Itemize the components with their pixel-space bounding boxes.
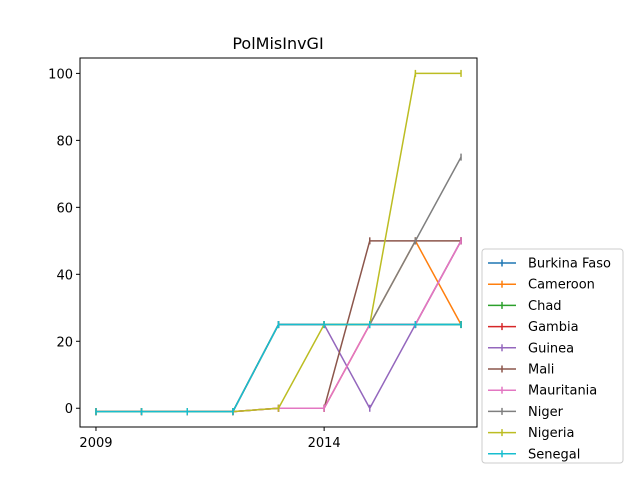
series-line — [95, 323, 462, 413]
x-tick-label: 2014 — [308, 436, 341, 451]
chart-title: PolMisInvGI — [232, 34, 323, 53]
series-line — [95, 156, 462, 413]
legend-label: Cameroon — [528, 278, 595, 293]
axes-layer: 0 20 40 60 80 100 2009 2014 — [48, 67, 341, 451]
series-burkina-faso — [95, 321, 462, 416]
legend-label: Chad — [528, 299, 562, 314]
y-tick-label: 40 — [56, 268, 73, 283]
legend-label: Mali — [528, 363, 554, 378]
y-tick-label: 0 — [65, 402, 73, 417]
legend-label: Burkina Faso — [528, 257, 611, 272]
y-tick-label: 80 — [56, 134, 73, 149]
series-line — [95, 323, 462, 413]
legend-label: Senegal — [528, 447, 580, 462]
legend-item: Mali — [488, 363, 554, 378]
legend-item: Niger — [488, 405, 564, 420]
legend-box — [481, 248, 624, 464]
y-tick-label: 20 — [56, 335, 73, 350]
legend: Burkina Faso Cameroon Chad Gambia Guinea Mali… — [481, 248, 624, 464]
legend-item: Nigeria — [488, 426, 575, 441]
legend-label: Gambia — [528, 320, 579, 335]
series-niger — [95, 153, 462, 416]
legend-item: Senegal — [488, 447, 580, 462]
legend-item: Guinea — [488, 341, 574, 356]
legend-label: Mauritania — [528, 384, 597, 399]
legend-item: Burkina Faso — [488, 257, 611, 272]
series-nigeria — [95, 69, 462, 416]
plot-frame — [79, 57, 478, 428]
legend-item: Gambia — [488, 320, 579, 335]
x-tick-label: 2009 — [79, 436, 112, 451]
series-line — [95, 323, 462, 413]
series-senegal — [95, 321, 462, 416]
y-tick-label: 100 — [48, 67, 73, 82]
legend-label: Guinea — [528, 341, 574, 356]
legend-item: Mauritania — [488, 384, 597, 399]
legend-item: Cameroon — [488, 278, 595, 293]
y-tick-label: 60 — [56, 201, 73, 216]
series-layer — [95, 69, 462, 416]
legend-label: Niger — [528, 405, 564, 420]
legend-item: Chad — [488, 299, 562, 314]
legend-label: Nigeria — [528, 426, 575, 441]
series-chad — [95, 321, 462, 416]
series-line — [95, 72, 462, 413]
